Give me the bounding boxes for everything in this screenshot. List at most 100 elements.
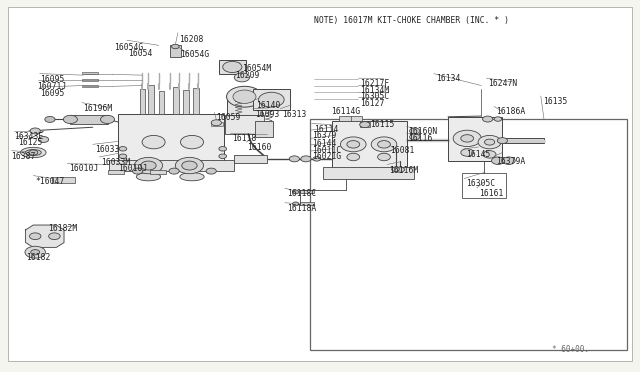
Circle shape — [483, 151, 496, 158]
Circle shape — [392, 167, 399, 171]
Circle shape — [461, 135, 474, 142]
Text: 16116: 16116 — [408, 134, 433, 143]
Circle shape — [29, 150, 38, 155]
Circle shape — [371, 137, 397, 152]
Circle shape — [45, 116, 55, 122]
Circle shape — [169, 168, 179, 174]
Text: 16114G: 16114G — [332, 107, 361, 116]
Text: 16011C: 16011C — [312, 146, 342, 155]
Bar — [360, 122, 370, 127]
Text: 16115: 16115 — [370, 120, 394, 129]
Text: 16160: 16160 — [247, 143, 271, 152]
Circle shape — [301, 156, 311, 162]
Circle shape — [211, 120, 221, 126]
Bar — [82, 72, 98, 74]
Bar — [183, 90, 189, 114]
Text: 16054: 16054 — [128, 49, 152, 58]
Circle shape — [340, 137, 366, 152]
Circle shape — [233, 90, 256, 103]
Bar — [148, 85, 154, 114]
Circle shape — [100, 115, 115, 124]
Circle shape — [25, 246, 45, 258]
Text: 16054M: 16054M — [242, 64, 271, 73]
Text: 16033: 16033 — [95, 145, 119, 154]
Circle shape — [175, 157, 204, 174]
Circle shape — [172, 44, 179, 49]
Circle shape — [119, 154, 127, 158]
Text: 16305C: 16305C — [466, 179, 495, 188]
Text: 16010J: 16010J — [118, 164, 148, 173]
Text: 16313: 16313 — [282, 110, 306, 119]
Circle shape — [141, 161, 156, 170]
Circle shape — [410, 128, 420, 134]
Text: * 60+00.: * 60+00. — [552, 345, 589, 354]
Bar — [502, 138, 544, 143]
Bar — [310, 119, 627, 350]
Text: 16186A: 16186A — [496, 107, 525, 116]
Circle shape — [396, 167, 404, 172]
Circle shape — [497, 138, 508, 144]
Circle shape — [31, 250, 40, 255]
Text: 16135: 16135 — [543, 97, 567, 106]
Text: 16054G: 16054G — [180, 50, 210, 59]
Circle shape — [49, 233, 60, 240]
Circle shape — [502, 157, 515, 164]
Circle shape — [134, 157, 163, 174]
Text: 16379: 16379 — [312, 131, 337, 140]
Bar — [227, 97, 262, 115]
Ellipse shape — [26, 150, 41, 155]
Bar — [323, 167, 414, 179]
Text: 16118A: 16118A — [287, 204, 316, 213]
Bar — [225, 115, 264, 134]
Text: 16144: 16144 — [312, 140, 337, 148]
Text: 16118C: 16118C — [287, 189, 316, 198]
Bar — [82, 85, 98, 87]
Circle shape — [378, 153, 390, 161]
Bar — [52, 177, 75, 183]
Circle shape — [29, 233, 41, 240]
Circle shape — [30, 128, 40, 134]
Circle shape — [453, 130, 481, 147]
Circle shape — [219, 154, 227, 158]
Circle shape — [292, 190, 299, 194]
Circle shape — [378, 141, 390, 148]
Circle shape — [347, 153, 360, 161]
Text: 16033M: 16033M — [101, 158, 131, 167]
Text: 16160N: 16160N — [408, 127, 438, 136]
Bar — [234, 155, 267, 163]
Bar — [300, 202, 314, 205]
Bar — [150, 170, 166, 174]
Circle shape — [292, 202, 299, 206]
Text: 16247N: 16247N — [488, 79, 517, 88]
Circle shape — [492, 157, 504, 164]
Bar — [170, 45, 181, 57]
Circle shape — [483, 116, 493, 122]
Text: 16021G: 16021G — [312, 152, 342, 161]
Circle shape — [259, 92, 284, 107]
Bar — [462, 173, 506, 198]
Text: 16059: 16059 — [216, 113, 241, 122]
Text: 16116M: 16116M — [389, 166, 419, 174]
Bar — [173, 87, 179, 114]
Circle shape — [219, 147, 227, 151]
Text: 16182: 16182 — [26, 253, 50, 262]
Text: 16010J: 16010J — [69, 164, 99, 173]
Circle shape — [234, 73, 250, 82]
Bar — [108, 170, 124, 174]
Text: 16125: 16125 — [18, 138, 42, 147]
Bar — [332, 121, 407, 168]
Text: 16379A: 16379A — [496, 157, 525, 166]
Bar — [255, 121, 273, 137]
Text: 16182M: 16182M — [48, 224, 77, 233]
Text: *16047: *16047 — [35, 177, 65, 186]
Bar — [140, 89, 145, 114]
Text: 16071J: 16071J — [37, 82, 67, 91]
Bar — [193, 88, 199, 114]
Circle shape — [478, 135, 501, 149]
Ellipse shape — [136, 173, 161, 181]
Bar — [253, 89, 290, 110]
Text: 16114: 16114 — [314, 125, 338, 134]
Circle shape — [63, 115, 77, 124]
Text: 16145: 16145 — [466, 150, 490, 158]
Circle shape — [180, 135, 204, 149]
